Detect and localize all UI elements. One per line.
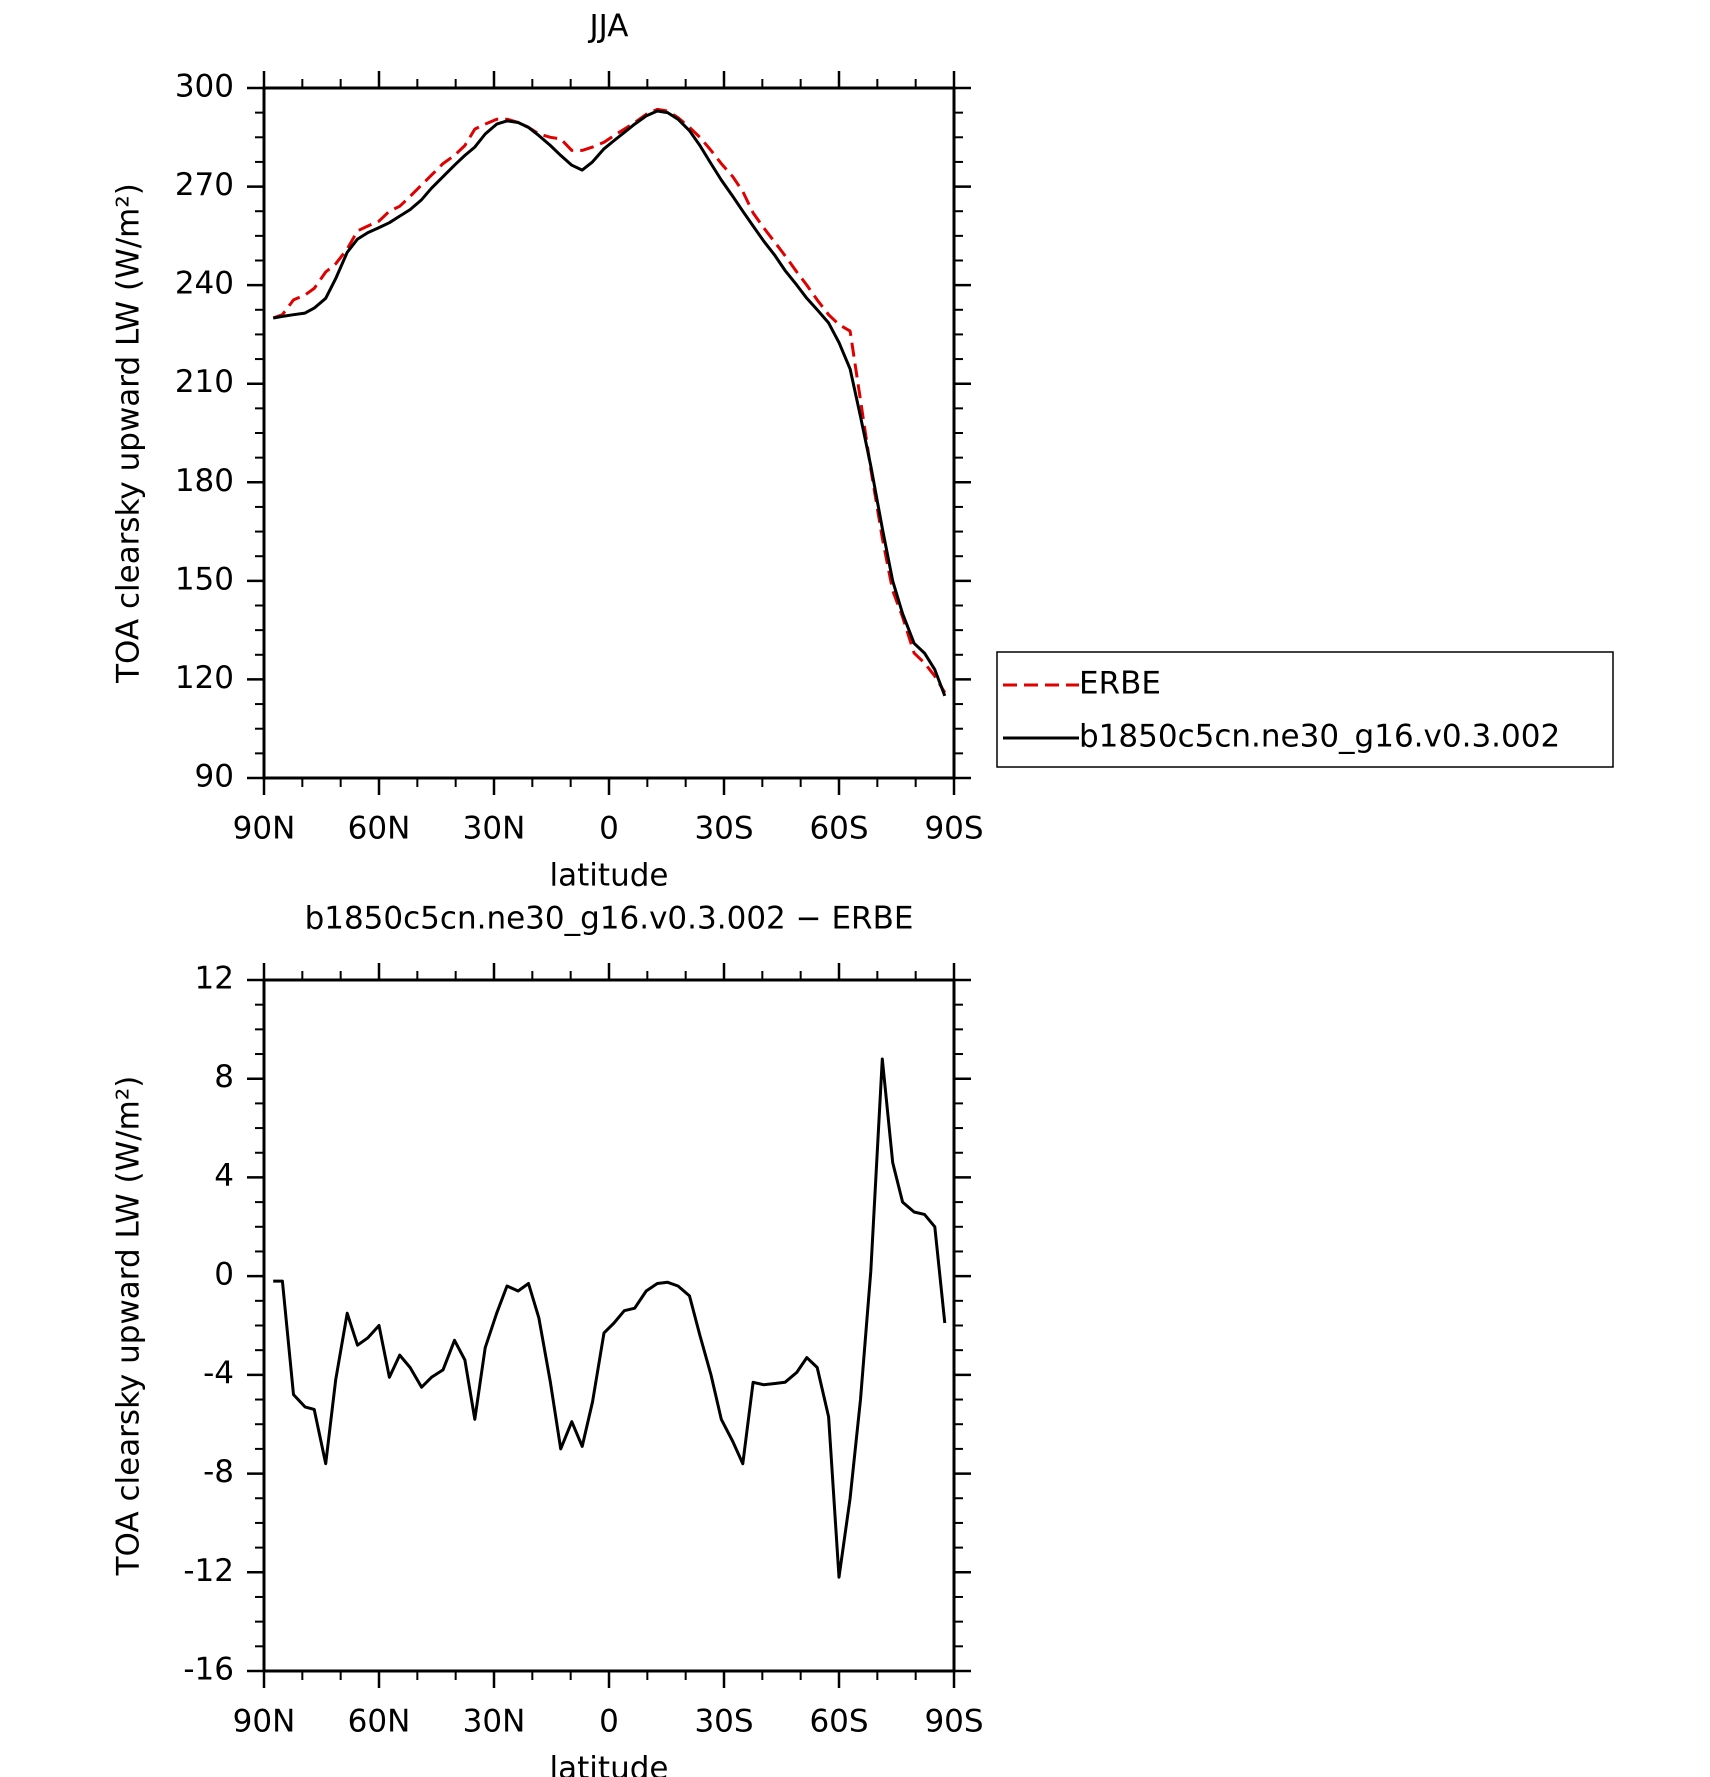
- chart-title: b1850c5cn.ne30_g16.v0.3.002 − ERBE: [305, 901, 914, 937]
- series-line: [273, 1057, 947, 1579]
- y-tick-label: -8: [203, 1454, 234, 1490]
- y-tick-label: 120: [175, 660, 234, 696]
- y-axis-label: TOA clearsky upward LW (W/m²): [111, 1076, 147, 1577]
- legend-label: b1850c5cn.ne30_g16.v0.3.002: [1079, 719, 1560, 755]
- x-tick-label: 30S: [694, 811, 753, 847]
- y-tick-label: 90: [195, 759, 234, 795]
- x-tick-label: 0: [599, 811, 619, 847]
- x-tick-label: 0: [599, 1704, 619, 1740]
- x-tick-label: 30S: [694, 1704, 753, 1740]
- y-tick-label: 180: [175, 463, 234, 499]
- y-tick-label: 4: [214, 1158, 234, 1194]
- y-tick-label: 210: [175, 364, 234, 400]
- x-axis-label: latitude: [550, 858, 669, 894]
- x-axis-label: latitude: [550, 1751, 669, 1777]
- series-line: [272, 109, 947, 697]
- y-tick-label: 240: [175, 266, 234, 302]
- plot-frame: [262, 978, 956, 1673]
- series-line: [272, 107, 947, 694]
- y-tick-label: -4: [203, 1355, 234, 1391]
- y-tick-label: 270: [175, 167, 234, 203]
- x-tick-label: 90S: [924, 811, 983, 847]
- x-tick-label: 60N: [348, 811, 411, 847]
- x-tick-label: 60S: [809, 811, 868, 847]
- x-tick-label: 90S: [924, 1704, 983, 1740]
- y-tick-label: 0: [214, 1257, 234, 1293]
- x-tick-label: 60N: [348, 1704, 411, 1740]
- y-axis-label: TOA clearsky upward LW (W/m²): [111, 183, 147, 684]
- x-tick-label: 30N: [463, 811, 526, 847]
- y-tick-label: -16: [183, 1652, 234, 1688]
- y-tick-label: 300: [175, 69, 234, 105]
- legend-label: ERBE: [1079, 666, 1161, 702]
- y-tick-label: 8: [214, 1059, 234, 1095]
- legend-box: [996, 651, 1614, 768]
- y-tick-label: 150: [175, 561, 234, 597]
- y-tick-label: 12: [195, 961, 234, 997]
- x-tick-label: 60S: [809, 1704, 868, 1740]
- x-tick-label: 30N: [463, 1704, 526, 1740]
- y-tick-label: -12: [183, 1553, 234, 1589]
- chart-title: JJA: [588, 9, 629, 45]
- x-tick-label: 90N: [233, 811, 296, 847]
- plot-frame: [262, 86, 956, 780]
- x-tick-label: 90N: [233, 1704, 296, 1740]
